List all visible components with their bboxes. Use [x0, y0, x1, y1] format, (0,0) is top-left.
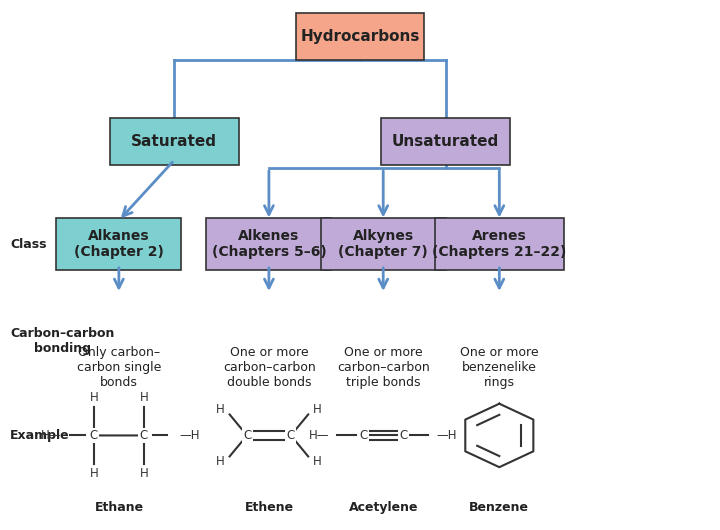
- FancyBboxPatch shape: [56, 218, 181, 270]
- Text: —H: —H: [437, 429, 457, 442]
- Text: Example: Example: [10, 429, 70, 442]
- Text: H—: H—: [309, 429, 330, 442]
- Text: H: H: [89, 467, 98, 480]
- Text: Arenes
(Chapters 21–22): Arenes (Chapters 21–22): [432, 229, 567, 259]
- FancyBboxPatch shape: [207, 218, 331, 270]
- Text: One or more
benzenelike
rings: One or more benzenelike rings: [460, 346, 539, 390]
- Text: C: C: [359, 429, 367, 442]
- Text: C: C: [399, 429, 408, 442]
- Text: H: H: [313, 455, 322, 468]
- Text: Carbon–carbon
bonding: Carbon–carbon bonding: [10, 327, 114, 355]
- FancyBboxPatch shape: [110, 118, 238, 165]
- Text: C: C: [287, 429, 294, 442]
- Text: Alkanes
(Chapter 2): Alkanes (Chapter 2): [74, 229, 164, 259]
- Text: C: C: [90, 429, 98, 442]
- Text: Acetylene: Acetylene: [348, 501, 418, 514]
- Text: H: H: [216, 455, 225, 468]
- FancyBboxPatch shape: [435, 218, 564, 270]
- Text: Alkenes
(Chapters 5–6): Alkenes (Chapters 5–6): [212, 229, 326, 259]
- Text: Hydrocarbons: Hydrocarbons: [300, 29, 420, 45]
- Text: H: H: [313, 403, 322, 416]
- Text: H: H: [216, 403, 225, 416]
- Text: Class: Class: [10, 237, 46, 251]
- Text: Benzene: Benzene: [469, 501, 529, 514]
- Text: Saturated: Saturated: [131, 134, 217, 149]
- Text: H: H: [140, 391, 148, 404]
- Text: One or more
carbon–carbon
triple bonds: One or more carbon–carbon triple bonds: [337, 346, 430, 390]
- Text: Only carbon–
carbon single
bonds: Only carbon– carbon single bonds: [77, 346, 161, 390]
- Text: One or more
carbon–carbon
double bonds: One or more carbon–carbon double bonds: [223, 346, 315, 390]
- FancyBboxPatch shape: [382, 118, 510, 165]
- Text: —H: —H: [179, 429, 200, 442]
- Text: C: C: [243, 429, 251, 442]
- Text: C: C: [140, 429, 148, 442]
- Text: H—: H—: [41, 429, 62, 442]
- Text: H: H: [140, 467, 148, 480]
- FancyBboxPatch shape: [296, 13, 424, 60]
- Text: Unsaturated: Unsaturated: [392, 134, 500, 149]
- FancyBboxPatch shape: [320, 218, 446, 270]
- Text: Ethene: Ethene: [245, 501, 294, 514]
- Text: H: H: [89, 391, 98, 404]
- Text: Alkynes
(Chapter 7): Alkynes (Chapter 7): [338, 229, 428, 259]
- Text: Ethane: Ethane: [94, 501, 144, 514]
